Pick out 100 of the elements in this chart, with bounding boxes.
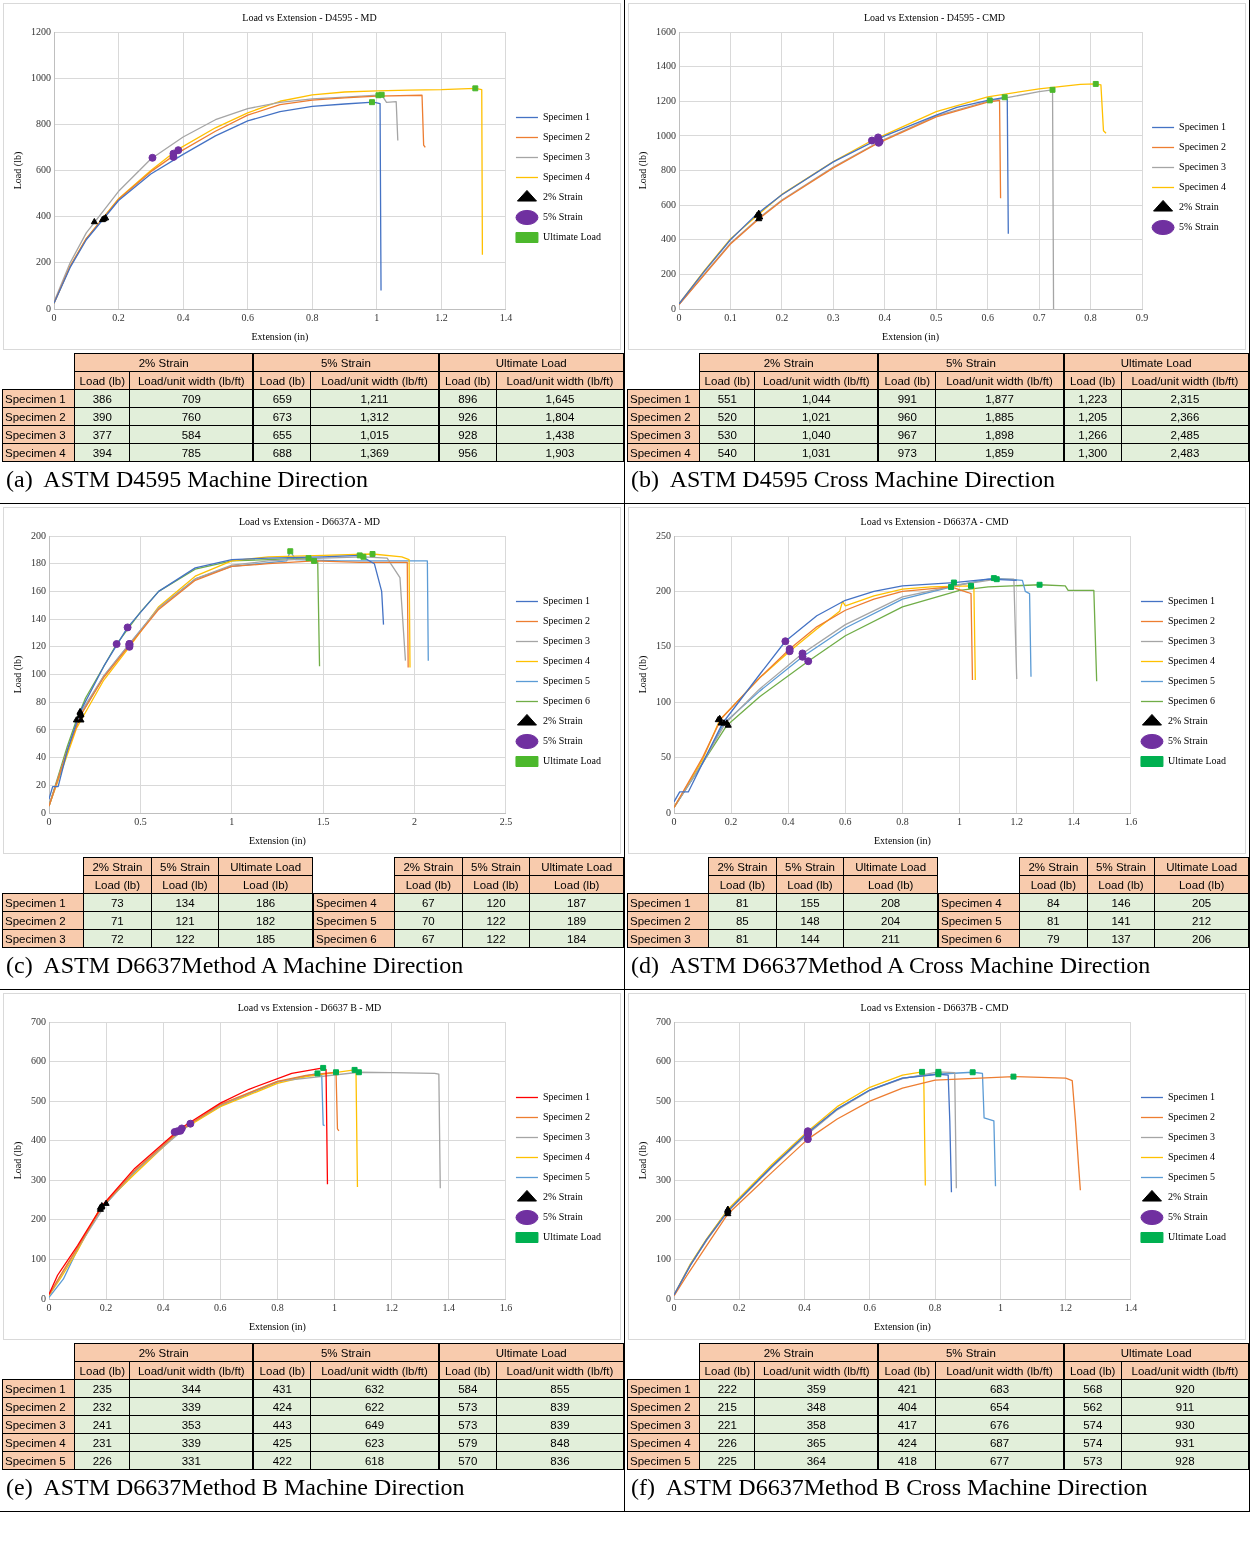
data-label: 226 xyxy=(699,1433,755,1452)
data-label: 70 xyxy=(394,911,463,930)
legend-label: Specimen 4 xyxy=(542,171,590,183)
data-label: 956 xyxy=(439,443,497,462)
data-label: 232 xyxy=(74,1397,130,1416)
x-tick-label: Load (lb) xyxy=(1064,371,1122,390)
data-label: 1,859 xyxy=(935,443,1064,462)
y-tick-label: 0 xyxy=(666,1292,671,1304)
legend-label: Specimen 2 xyxy=(1167,615,1215,627)
data-label: 574 xyxy=(1064,1433,1122,1452)
x-tick-label: Load/unit width (lb/ft) xyxy=(310,1361,439,1380)
y-tick-label: 0 xyxy=(41,806,46,818)
x-tick-label: 0.1 xyxy=(724,311,737,323)
x-tick-label: 0.6 xyxy=(863,1301,877,1313)
data-label: 144 xyxy=(776,929,844,948)
y-tick-label: 200 xyxy=(661,268,676,279)
data-label: 1,015 xyxy=(310,425,439,444)
data-label: 1,898 xyxy=(935,425,1064,444)
data-label: 364 xyxy=(754,1451,878,1470)
data-label: 424 xyxy=(878,1433,936,1452)
y-tick-label: Specimen 3 xyxy=(627,425,700,444)
data-label: 960 xyxy=(878,407,936,426)
legend-label: 2% Strain xyxy=(542,191,583,203)
x-tick-label: 1.2 xyxy=(435,311,448,323)
data-label: 683 xyxy=(935,1379,1064,1398)
data-label: 121 xyxy=(151,911,219,930)
legend-label: 5% Strain xyxy=(1167,735,1208,747)
data-label: 73 xyxy=(83,893,152,912)
data-label: 79 xyxy=(1019,929,1088,948)
y-tick-label: 0 xyxy=(46,302,51,314)
y-tick-label: Specimen 4 xyxy=(627,443,700,462)
y-tick-label: 1000 xyxy=(31,71,51,83)
x-tick-label: 1.6 xyxy=(499,1301,513,1313)
data-label: 1,266 xyxy=(1064,425,1122,444)
data-label: 673 xyxy=(253,407,311,426)
y-axis-title: Load (lb) xyxy=(11,655,24,694)
x-tick-label: 0.4 xyxy=(798,1301,811,1313)
y-tick-label: 400 xyxy=(36,210,51,222)
data-label: 584 xyxy=(129,425,253,444)
data-label: 235 xyxy=(74,1379,130,1398)
data-label: 344 xyxy=(129,1379,253,1398)
y-tick-label: 200 xyxy=(31,529,46,541)
data-label: 839 xyxy=(496,1397,624,1416)
legend-label: Specimen 5 xyxy=(1167,1171,1215,1183)
y-tick-label: 150 xyxy=(656,640,671,652)
y-tick-label: Specimen 3 xyxy=(627,1415,700,1434)
x-tick-label: 0.8 xyxy=(306,311,319,323)
y-axis-title: Load (lb) xyxy=(11,1141,24,1180)
x-tick-label: 0.2 xyxy=(99,1301,113,1313)
data-label: 1,021 xyxy=(754,407,878,426)
data-label: 67 xyxy=(394,893,463,912)
data-label: 530 xyxy=(699,425,755,444)
y-tick-label: 1400 xyxy=(656,60,676,72)
data-label: 930 xyxy=(1121,1415,1249,1434)
y-tick-label: 300 xyxy=(656,1173,671,1185)
data-label: 358 xyxy=(754,1415,878,1434)
x-tick-label: 0.2 xyxy=(733,1301,746,1313)
y-tick-label: 600 xyxy=(36,164,51,176)
y-tick-label: 1600 xyxy=(656,25,676,37)
text: Ultimate Load xyxy=(529,857,624,876)
y-tick-label: 400 xyxy=(656,1134,671,1146)
legend-label: Specimen 4 xyxy=(1167,1151,1215,1163)
x-tick-label: Load/unit width (lb/ft) xyxy=(1121,1361,1249,1380)
y-tick-label: Specimen 4 xyxy=(2,1433,75,1452)
x-tick-label: 0.7 xyxy=(1032,311,1046,323)
text: (a) ASTM D4595 Machine Direction xyxy=(0,462,624,504)
y-tick-label: Specimen 2 xyxy=(627,1397,700,1416)
data-label: 1,205 xyxy=(1064,407,1122,426)
data-label: 353 xyxy=(129,1415,253,1434)
data-label: 81 xyxy=(708,893,777,912)
x-axis-title: Extension (in) xyxy=(882,330,939,343)
x-tick-label: 0.9 xyxy=(1135,311,1149,323)
x-tick-label: 0.4 xyxy=(878,311,892,323)
data-label: 431 xyxy=(253,1379,311,1398)
data-label: 365 xyxy=(754,1433,878,1452)
data-label: 1,044 xyxy=(754,389,878,408)
y-tick-label: Specimen 1 xyxy=(2,1379,75,1398)
y-tick-label: 50 xyxy=(661,751,671,763)
data-label: 425 xyxy=(253,1433,311,1452)
x-tick-label: 0.5 xyxy=(930,311,943,323)
y-tick-label: Specimen 3 xyxy=(627,929,709,948)
x-tick-label: 0.8 xyxy=(271,1301,284,1313)
data-label: 1,645 xyxy=(496,389,624,408)
data-label: 187 xyxy=(529,893,624,912)
y-tick-label: Specimen 2 xyxy=(627,407,700,426)
y-tick-label: Specimen 1 xyxy=(627,893,709,912)
y-tick-label: Specimen 3 xyxy=(2,929,84,948)
y-tick-label: Specimen 1 xyxy=(2,893,84,912)
y-axis-title: Load (lb) xyxy=(636,655,649,694)
data-label: 1,885 xyxy=(935,407,1064,426)
y-tick-label: 160 xyxy=(31,585,46,597)
data-label: 404 xyxy=(878,1397,936,1416)
data-label: 421 xyxy=(878,1379,936,1398)
y-tick-label: 600 xyxy=(656,1055,671,1067)
legend-label: 2% Strain xyxy=(542,715,583,727)
legend-label: Specimen 2 xyxy=(1167,1111,1215,1123)
legend-label: Specimen 2 xyxy=(542,131,590,143)
data-label: 186 xyxy=(218,893,313,912)
x-tick-label: Load (lb) xyxy=(1019,875,1088,894)
data-label: 137 xyxy=(1087,929,1155,948)
